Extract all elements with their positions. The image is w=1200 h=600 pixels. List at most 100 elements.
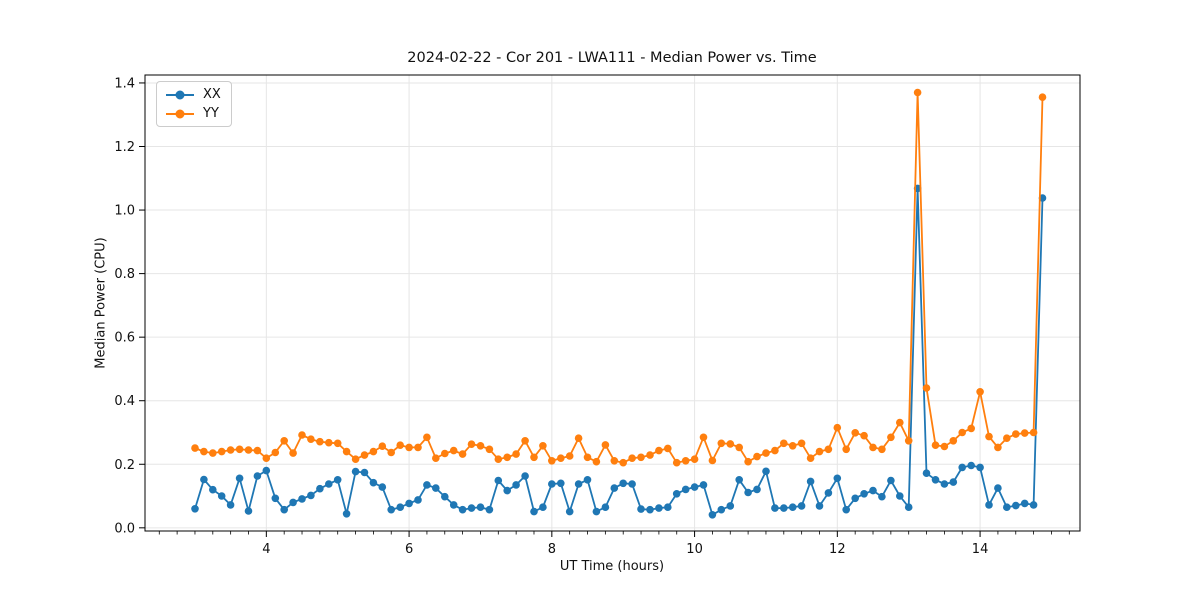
data-point-XX <box>548 480 556 488</box>
data-point-XX <box>690 483 699 491</box>
data-point-YY <box>797 439 806 448</box>
data-point-XX <box>601 503 610 512</box>
data-point-XX <box>235 474 244 483</box>
data-point-YY <box>262 454 271 463</box>
data-point-YY <box>539 442 547 450</box>
data-point-YY <box>824 445 833 454</box>
chart-title: 2024-02-22 - Cor 201 - LWA111 - Median P… <box>407 50 817 66</box>
data-point-YY <box>217 447 226 456</box>
data-point-YY <box>235 445 244 454</box>
data-point-YY <box>878 445 886 454</box>
x-tick-label: 10 <box>686 542 703 557</box>
data-point-XX <box>922 469 931 478</box>
y-tick-label: 1.2 <box>114 140 135 155</box>
data-point-YY <box>628 454 636 463</box>
data-point-YY <box>378 442 387 451</box>
data-point-XX <box>557 479 565 488</box>
y-axis-label: Median Power (CPU) <box>93 237 109 369</box>
data-point-XX <box>797 502 806 510</box>
data-point-YY <box>476 442 485 450</box>
data-point-YY <box>548 457 556 465</box>
data-point-XX <box>432 484 440 492</box>
data-point-YY <box>1029 428 1038 437</box>
data-point-XX <box>592 507 601 516</box>
data-point-XX <box>262 466 271 475</box>
data-point-YY <box>423 433 431 442</box>
data-point-XX <box>824 489 833 497</box>
data-point-YY <box>994 443 1002 452</box>
data-point-XX <box>976 463 984 472</box>
data-point-YY <box>298 431 306 439</box>
data-point-XX <box>1020 499 1029 508</box>
data-point-YY <box>940 442 949 451</box>
data-point-YY <box>672 458 681 467</box>
data-point-YY <box>458 450 467 458</box>
data-point-XX <box>896 492 904 500</box>
data-point-XX <box>503 486 512 495</box>
data-point-XX <box>904 503 913 512</box>
data-point-XX <box>672 490 681 498</box>
data-point-XX <box>530 507 538 516</box>
data-point-XX <box>664 503 672 512</box>
data-point-XX <box>788 503 797 512</box>
data-point-XX <box>699 481 708 489</box>
y-tick-label: 0.0 <box>114 521 135 536</box>
axis-ticks: 4 6 8 10 12 14 0.0 0.2 0.4 0.6 0.8 1.0 1.2 1.4 <box>114 76 1070 557</box>
data-point-YY <box>449 446 458 455</box>
data-point-XX <box>467 504 476 512</box>
legend-label-xx: XX <box>203 87 221 102</box>
data-point-YY <box>1003 434 1011 443</box>
data-point-YY <box>690 455 699 464</box>
legend: XX YY <box>156 81 232 127</box>
data-point-XX <box>316 484 324 493</box>
data-point-XX <box>387 505 396 514</box>
data-point-YY <box>887 433 895 442</box>
data-point-XX <box>985 501 993 509</box>
data-point-YY <box>369 447 378 456</box>
data-point-XX <box>289 498 297 507</box>
data-point-YY <box>655 446 663 455</box>
data-point-XX <box>441 492 449 501</box>
data-point-XX <box>726 502 735 510</box>
data-point-YY <box>735 443 743 452</box>
data-point-XX <box>887 476 895 485</box>
data-point-XX <box>574 480 583 488</box>
legend-item-yy: YY <box>165 106 221 121</box>
data-point-XX <box>226 501 235 509</box>
legend-line-xx-icon <box>166 90 194 99</box>
data-point-YY <box>360 451 369 459</box>
data-point-YY <box>200 447 208 456</box>
y-tick-label: 0.4 <box>114 394 135 409</box>
legend-label-yy: YY <box>203 106 219 121</box>
data-point-YY <box>1020 429 1029 437</box>
data-point-YY <box>414 443 422 452</box>
legend-item-xx: XX <box>165 87 221 102</box>
data-point-YY <box>619 458 627 467</box>
data-point-XX <box>646 505 654 514</box>
y-tick-label: 0.8 <box>114 267 135 282</box>
data-point-YY <box>583 453 592 462</box>
data-point-XX <box>753 485 761 494</box>
data-point-YY <box>325 438 333 447</box>
data-point-XX <box>280 505 289 514</box>
data-point-XX <box>521 472 529 480</box>
data-point-XX <box>940 480 949 488</box>
data-point-XX <box>681 485 690 494</box>
data-point-YY <box>485 445 494 454</box>
data-point-YY <box>726 440 735 448</box>
data-point-XX <box>842 505 850 514</box>
data-point-YY <box>610 457 619 465</box>
data-point-XX <box>458 505 467 514</box>
data-point-YY <box>646 451 654 459</box>
data-point-XX <box>351 467 360 476</box>
data-point-XX <box>423 481 431 489</box>
data-point-XX <box>333 476 342 484</box>
y-tick-label: 0.6 <box>114 331 135 346</box>
y-tick-label: 1.0 <box>114 204 135 219</box>
data-point-XX <box>253 472 262 480</box>
data-point-YY <box>521 437 529 445</box>
data-point-XX <box>628 480 636 488</box>
series-XX-markers <box>191 184 1047 519</box>
data-point-YY <box>601 441 610 449</box>
